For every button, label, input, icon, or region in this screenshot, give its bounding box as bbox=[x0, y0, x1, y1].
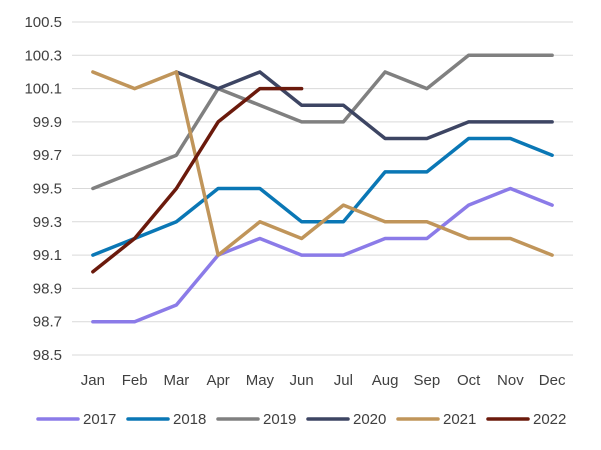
legend-label: 2020 bbox=[353, 411, 386, 428]
y-tick-label: 100.3 bbox=[24, 47, 62, 64]
x-tick-label: Aug bbox=[372, 372, 399, 389]
x-tick-label: Dec bbox=[539, 372, 566, 389]
y-tick-label: 100.5 bbox=[24, 14, 62, 31]
legend-item-2021: 2021 bbox=[396, 411, 476, 428]
legend-label: 2017 bbox=[83, 411, 116, 428]
x-tick-label: Mar bbox=[163, 372, 189, 389]
x-tick-label: Apr bbox=[206, 372, 229, 389]
legend-item-2018: 2018 bbox=[126, 411, 206, 428]
legend-item-2019: 2019 bbox=[216, 411, 296, 428]
legend-item-2022: 2022 bbox=[486, 411, 566, 428]
x-tick-label: Oct bbox=[457, 372, 481, 389]
legend-item-2017: 2017 bbox=[36, 411, 116, 428]
x-tick-label: Jun bbox=[290, 372, 314, 389]
legend-item-2020: 2020 bbox=[306, 411, 386, 428]
y-axis-ticks: 98.5 98.7 98.9 99.1 99.3 99.5 99.7 99.9 100.1 100… bbox=[24, 14, 62, 364]
x-tick-label: Feb bbox=[122, 372, 148, 389]
series-2021 bbox=[91, 70, 554, 257]
series-lines bbox=[91, 53, 554, 324]
series-line-2020 bbox=[174, 70, 554, 141]
x-tick-label: Jan bbox=[81, 372, 105, 389]
series-line-2022 bbox=[91, 86, 304, 274]
series-line-2021 bbox=[91, 70, 554, 257]
y-tick-label: 99.9 bbox=[33, 114, 62, 131]
series-2020 bbox=[174, 70, 554, 141]
x-tick-label: Sep bbox=[414, 372, 441, 389]
x-axis-ticks: Jan Feb Mar Apr May Jun Jul Aug Sep Oct Nov Dec bbox=[81, 372, 566, 389]
series-2022 bbox=[91, 86, 304, 274]
legend: 2017 2018 2019 2020 2021 2022 bbox=[36, 411, 566, 428]
y-tick-label: 99.7 bbox=[33, 147, 62, 164]
legend-label: 2021 bbox=[443, 411, 476, 428]
y-tick-label: 99.5 bbox=[33, 181, 62, 198]
legend-label: 2018 bbox=[173, 411, 206, 428]
x-tick-label: May bbox=[246, 372, 275, 389]
y-tick-label: 98.7 bbox=[33, 314, 62, 331]
x-tick-label: Jul bbox=[334, 372, 353, 389]
y-tick-label: 98.5 bbox=[33, 347, 62, 364]
y-tick-label: 99.1 bbox=[33, 247, 62, 264]
y-tick-label: 100.1 bbox=[24, 81, 62, 98]
legend-label: 2019 bbox=[263, 411, 296, 428]
legend-label: 2022 bbox=[533, 411, 566, 428]
series-line-2017 bbox=[91, 186, 554, 324]
y-tick-label: 99.3 bbox=[33, 214, 62, 231]
y-tick-label: 98.9 bbox=[33, 280, 62, 297]
series-line-2019 bbox=[91, 53, 554, 191]
x-tick-label: Nov bbox=[497, 372, 524, 389]
gridlines bbox=[72, 21, 573, 356]
